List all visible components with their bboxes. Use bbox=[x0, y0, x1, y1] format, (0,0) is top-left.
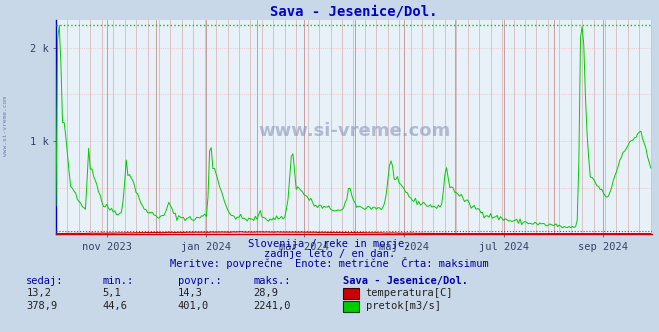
Text: maks.:: maks.: bbox=[254, 276, 291, 286]
Text: zadnje leto / en dan.: zadnje leto / en dan. bbox=[264, 249, 395, 259]
Text: 13,2: 13,2 bbox=[26, 288, 51, 298]
Text: 44,6: 44,6 bbox=[102, 301, 127, 311]
Text: povpr.:: povpr.: bbox=[178, 276, 221, 286]
Text: www.si-vreme.com: www.si-vreme.com bbox=[3, 96, 8, 156]
Text: 28,9: 28,9 bbox=[254, 288, 279, 298]
Text: temperatura[C]: temperatura[C] bbox=[366, 288, 453, 298]
Text: 378,9: 378,9 bbox=[26, 301, 57, 311]
Text: Sava - Jesenice/Dol.: Sava - Jesenice/Dol. bbox=[343, 276, 468, 286]
Text: min.:: min.: bbox=[102, 276, 133, 286]
Text: pretok[m3/s]: pretok[m3/s] bbox=[366, 301, 441, 311]
Text: www.si-vreme.com: www.si-vreme.com bbox=[258, 122, 450, 140]
Title: Sava - Jesenice/Dol.: Sava - Jesenice/Dol. bbox=[270, 5, 438, 19]
Text: 2241,0: 2241,0 bbox=[254, 301, 291, 311]
Text: Slovenija / reke in morje.: Slovenija / reke in morje. bbox=[248, 239, 411, 249]
Text: 14,3: 14,3 bbox=[178, 288, 203, 298]
Text: 5,1: 5,1 bbox=[102, 288, 121, 298]
Text: sedaj:: sedaj: bbox=[26, 276, 64, 286]
Text: Meritve: povprečne  Enote: metrične  Črta: maksimum: Meritve: povprečne Enote: metrične Črta:… bbox=[170, 257, 489, 269]
Text: 401,0: 401,0 bbox=[178, 301, 209, 311]
